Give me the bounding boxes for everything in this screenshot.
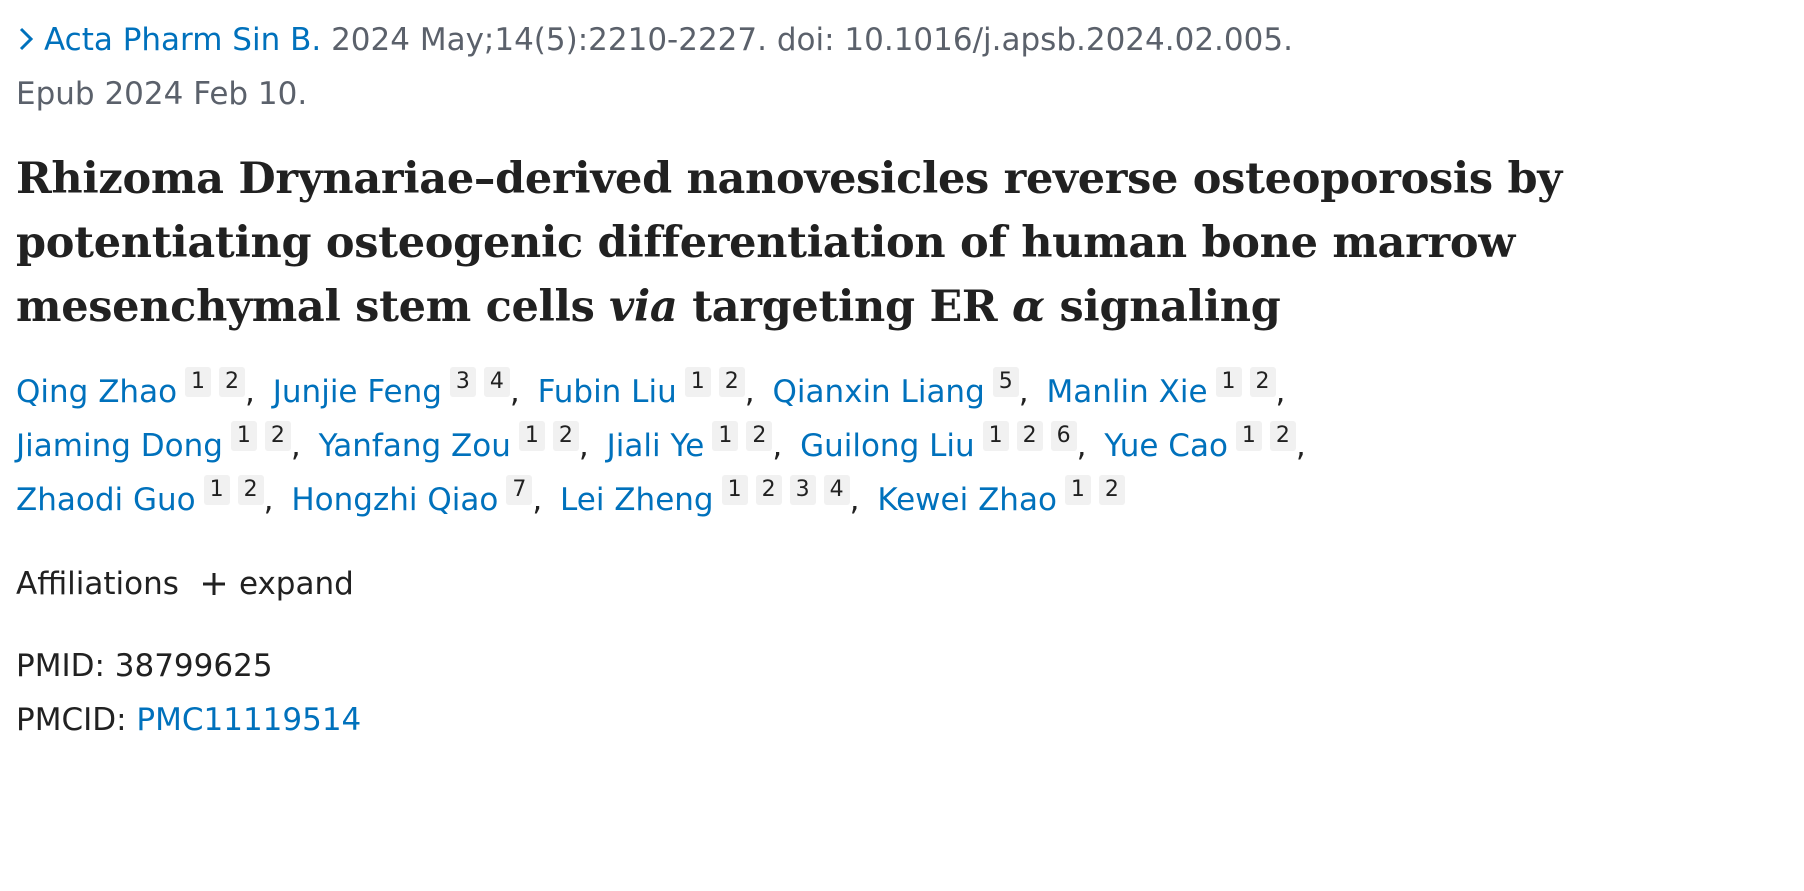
author: Yue Cao 1 2 [1104,421,1314,464]
affiliation-ref[interactable]: 1 [518,421,545,451]
affiliation-ref[interactable]: 7 [506,475,533,505]
affiliation-ref[interactable]: 4 [483,367,510,397]
affiliation-ref[interactable]: 2 [718,367,745,397]
article-title: Rhizoma Drynariae–derived nanovesicles r… [16,147,1576,339]
affiliation-ref[interactable]: 2 [552,421,579,451]
pmcid-label: PMCID: [16,702,127,738]
author: Kewei Zhao 1 2 [877,475,1125,518]
title-text: Rhizoma Drynariae–derived nanovesicles r… [16,154,1562,332]
identifiers: PMID: 38799625 PMCID: PMC11119514 [16,639,1576,747]
author: Fubin Liu 1 2 [537,367,763,410]
affiliations: Affiliations expand [16,557,1576,611]
citation-line: Acta Pharm Sin B. 2024 May;14(5):2210-22… [16,13,1576,67]
pmcid-row: PMCID: PMC11119514 [16,693,1576,747]
author-name[interactable]: Manlin Xie [1046,374,1208,410]
title-italic: via [609,282,678,332]
expand-label: expand [238,566,354,602]
author-name[interactable]: Yanfang Zou [318,428,511,464]
affiliation-ref[interactable]: 2 [264,421,291,451]
affiliation-ref[interactable]: 2 [755,475,782,505]
affiliations-label: Affiliations [16,566,179,602]
author: Qing Zhao 1 2 [16,367,263,410]
author: Manlin Xie 1 2 [1046,367,1293,410]
affiliation-ref[interactable]: 3 [449,367,476,397]
affiliation-ref[interactable]: 2 [1016,421,1043,451]
citation: Acta Pharm Sin B. 2024 May;14(5):2210-22… [16,13,1576,121]
affiliation-ref[interactable]: 5 [992,367,1019,397]
affiliation-ref[interactable]: 2 [746,421,773,451]
title-text: targeting ER [677,282,1013,332]
affiliation-ref[interactable]: 4 [823,475,850,505]
citation-details: 2024 May;14(5):2210-2227. doi: 10.1016/j… [331,22,1293,58]
author-name[interactable]: Guilong Liu [800,428,975,464]
affiliation-ref[interactable]: 1 [1235,421,1262,451]
affiliation-ref[interactable]: 1 [230,421,257,451]
affiliation-ref[interactable]: 1 [1215,367,1242,397]
author: Jiaming Dong 1 2 [16,421,309,464]
affiliation-ref[interactable]: 1 [684,367,711,397]
author-name[interactable]: Qing Zhao [16,374,178,410]
author-name[interactable]: Yue Cao [1104,428,1228,464]
author-name[interactable]: Fubin Liu [537,374,677,410]
author: Lei Zheng 1 2 3 4 [560,475,867,518]
affiliation-ref[interactable]: 1 [1064,475,1091,505]
pmid-label: PMID: [16,648,105,684]
affiliation-ref[interactable]: 1 [203,475,230,505]
author-name[interactable]: Jiali Ye [606,428,705,464]
author-name[interactable]: Kewei Zhao [877,482,1057,518]
affiliation-ref[interactable]: 2 [237,475,264,505]
affiliation-ref[interactable]: 2 [1249,367,1276,397]
affiliation-ref[interactable]: 6 [1050,421,1077,451]
pmid-value: 38799625 [114,648,273,684]
expand-toggle[interactable]: expand [201,557,354,611]
author-name[interactable]: Junjie Feng [272,374,442,410]
author-name[interactable]: Lei Zheng [560,482,714,518]
pmcid-link[interactable]: PMC11119514 [136,702,362,738]
author: Guilong Liu 1 2 6 [800,421,1095,464]
chevron-icon [19,27,34,51]
title-italic: α [1012,282,1045,332]
affiliation-ref[interactable]: 2 [219,367,246,397]
affiliation-ref[interactable]: 2 [1098,475,1125,505]
author-name[interactable]: Jiaming Dong [16,428,223,464]
affiliation-ref[interactable]: 1 [721,475,748,505]
author: Qianxin Liang 5 [772,367,1037,410]
affiliation-ref[interactable]: 1 [982,421,1009,451]
author-name[interactable]: Hongzhi Qiao [291,482,499,518]
article-header: Acta Pharm Sin B. 2024 May;14(5):2210-22… [16,0,1576,747]
plus-icon [202,573,225,595]
epub-date: Epub 2024 Feb 10. [16,76,308,112]
affiliation-ref[interactable]: 2 [1269,421,1296,451]
affiliation-ref[interactable]: 1 [712,421,739,451]
author: Jiali Ye 1 2 [606,421,790,464]
journal-link[interactable]: Acta Pharm Sin B. [44,22,322,58]
author: Yanfang Zou 1 2 [318,421,597,464]
affiliation-ref[interactable]: 3 [789,475,816,505]
author: Hongzhi Qiao 7 [291,475,550,518]
author-name[interactable]: Qianxin Liang [772,374,985,410]
author-name[interactable]: Zhaodi Guo [16,482,196,518]
author: Zhaodi Guo 1 2 [16,475,282,518]
pmid-row: PMID: 38799625 [16,639,1576,693]
author: Junjie Feng 3 4 [272,367,528,410]
title-text: signaling [1044,282,1281,332]
affiliation-ref[interactable]: 1 [185,367,212,397]
